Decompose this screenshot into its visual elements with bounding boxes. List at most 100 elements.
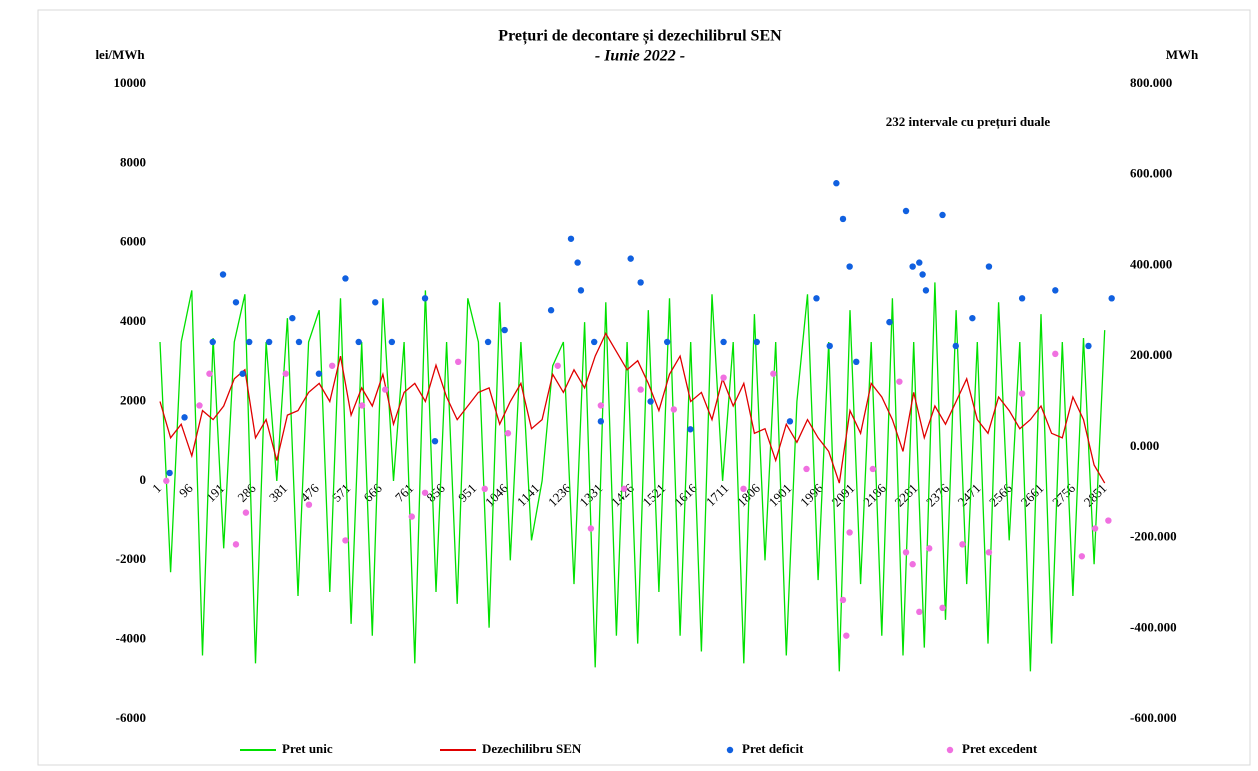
legend-label: Pret deficit xyxy=(742,741,804,756)
scatter-point xyxy=(219,271,227,278)
scatter-point xyxy=(265,338,273,346)
scatter-point xyxy=(637,279,644,286)
scatter-point xyxy=(574,259,581,266)
scatter-point xyxy=(501,326,508,334)
scatter-point xyxy=(647,398,654,405)
legend-label: Dezechilibru SEN xyxy=(482,741,582,756)
scatter-point xyxy=(846,529,853,536)
scatter-point xyxy=(826,342,833,350)
y2-tick-label: 800.000 xyxy=(1130,75,1172,90)
scatter-point xyxy=(985,549,993,556)
scatter-point xyxy=(637,386,644,393)
scatter-point xyxy=(181,414,188,421)
scatter-point xyxy=(833,180,840,187)
scatter-point xyxy=(786,418,794,425)
legend-label: Pret excedent xyxy=(962,741,1038,756)
scatter-point xyxy=(969,314,976,322)
scatter-point xyxy=(909,561,916,568)
scatter-point xyxy=(239,370,246,377)
scatter-point xyxy=(166,469,173,477)
scatter-point xyxy=(753,338,760,346)
scatter-point xyxy=(246,338,253,346)
scatter-point xyxy=(740,485,747,493)
scatter-point xyxy=(846,263,853,270)
scatter-point xyxy=(577,287,585,294)
scatter-point xyxy=(554,362,561,369)
legend-label: Pret unic xyxy=(282,741,333,756)
scatter-point xyxy=(985,263,993,270)
scatter-point xyxy=(627,255,634,262)
scatter-point xyxy=(242,509,250,516)
y-tick-label: -4000 xyxy=(116,631,146,646)
scatter-point xyxy=(839,215,847,223)
y-tick-label: -2000 xyxy=(116,551,146,566)
chart-title: Prețuri de decontare și dezechilibrul SE… xyxy=(498,28,782,46)
series-line xyxy=(159,332,1106,484)
scatter-point xyxy=(431,437,439,445)
y2-tick-label: 200.000 xyxy=(1130,347,1172,362)
scatter-point xyxy=(853,358,860,366)
scatter-point xyxy=(408,513,415,520)
plot-area xyxy=(159,180,1115,672)
scatter-point xyxy=(232,299,240,306)
scatter-point xyxy=(720,338,727,346)
y-tick-label: 8000 xyxy=(120,154,146,169)
scatter-point xyxy=(567,235,575,242)
scatter-point xyxy=(896,378,903,385)
scatter-point xyxy=(342,537,349,544)
scatter-point xyxy=(358,402,366,409)
scatter-point xyxy=(939,211,946,219)
scatter-point xyxy=(620,485,628,493)
scatter-point xyxy=(388,338,396,346)
scatter-point xyxy=(1018,390,1026,397)
scatter-point xyxy=(770,370,777,377)
scatter-point xyxy=(916,608,923,616)
y-tick-label: -6000 xyxy=(116,710,146,725)
scatter-point xyxy=(663,338,671,346)
y2-tick-label: -200.000 xyxy=(1130,529,1177,544)
scatter-point xyxy=(687,426,694,433)
scatter-point xyxy=(421,489,429,496)
scatter-point xyxy=(839,596,847,604)
scatter-point xyxy=(481,485,488,493)
scatter-point xyxy=(587,525,595,532)
y-tick-label: 4000 xyxy=(120,313,146,328)
scatter-point xyxy=(902,549,910,556)
scatter-point xyxy=(869,465,877,473)
scatter-point xyxy=(959,541,966,548)
y-tick-label: 10000 xyxy=(114,75,147,90)
scatter-point xyxy=(886,318,893,326)
scatter-point xyxy=(1108,295,1115,302)
y-tick-label: 0 xyxy=(140,472,147,487)
scatter-point xyxy=(305,501,313,508)
scatter-point xyxy=(1052,287,1059,294)
scatter-point xyxy=(909,263,916,270)
chart-subtitle: - Iunie 2022 - xyxy=(595,48,685,65)
scatter-point xyxy=(295,338,303,346)
y-tick-label: 2000 xyxy=(120,392,146,407)
scatter-point xyxy=(813,295,820,302)
scatter-point xyxy=(952,342,959,350)
scatter-point xyxy=(1078,553,1086,560)
scatter-point xyxy=(1018,295,1026,302)
scatter-point xyxy=(355,338,362,346)
scatter-point xyxy=(372,299,379,306)
chart-frame xyxy=(37,9,1251,766)
scatter-point xyxy=(421,295,429,302)
annotation: 232 intervale cu prețuri duale xyxy=(886,114,1051,130)
scatter-point xyxy=(547,307,555,314)
legend-swatch xyxy=(946,746,954,754)
scatter-point xyxy=(1085,342,1092,350)
scatter-point xyxy=(843,632,850,639)
scatter-point xyxy=(1105,517,1112,524)
scatter-point xyxy=(282,370,289,377)
scatter-point xyxy=(919,271,926,278)
scatter-point xyxy=(342,275,349,282)
series-line xyxy=(159,282,1106,672)
scatter-point xyxy=(803,465,810,473)
scatter-point xyxy=(328,362,336,369)
scatter-point xyxy=(232,541,240,548)
scatter-point xyxy=(922,287,930,294)
scatter-point xyxy=(289,314,296,322)
scatter-point xyxy=(382,386,389,393)
